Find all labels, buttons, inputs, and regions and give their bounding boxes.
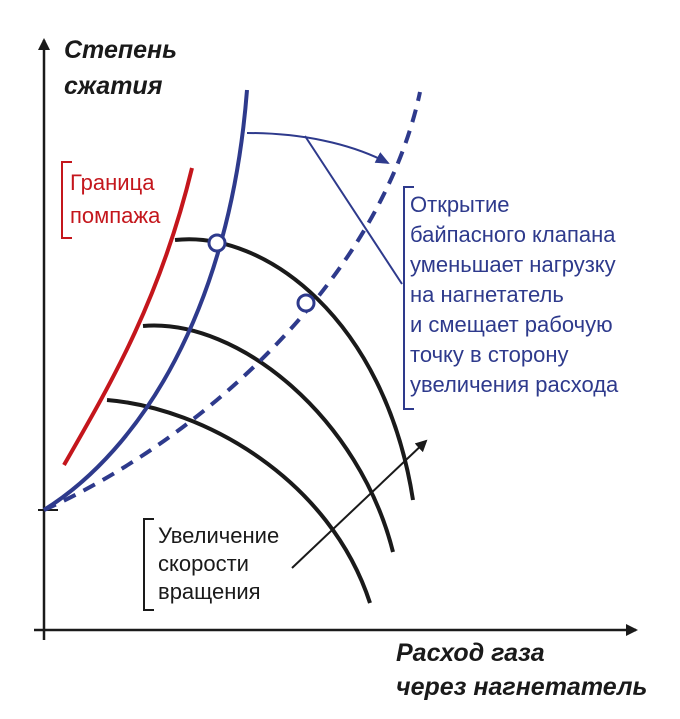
bypass-label-line-2: байпасного клапана: [410, 222, 616, 247]
y-axis-title-line-1: Степень: [64, 36, 177, 64]
bypass-label-line-1: Открытие: [410, 192, 509, 217]
bypass-label-line-3: уменьшает нагрузку: [410, 252, 616, 277]
operating-line: [42, 89, 249, 512]
surge-label-bracket: [61, 161, 72, 239]
surge-label-line-2: помпажа: [70, 203, 161, 228]
x-axis-title-line-1: Расход газа: [396, 639, 545, 667]
speed-label-bracket: [143, 518, 154, 611]
x-axis-title: Расход газа через нагнетатель: [396, 639, 647, 701]
operating-point-shifted: [296, 293, 316, 313]
operating-point-initial: [207, 233, 227, 253]
bypass-label-line-7: увеличения расхода: [410, 372, 619, 397]
shift-arrow: [246, 132, 390, 164]
y-axis-title: Степень сжатия: [64, 36, 184, 100]
speed-curve-mid: [142, 323, 395, 553]
speed-increase-arrow: [291, 439, 428, 569]
bypass-label-bracket: [403, 186, 414, 410]
bypass-label-line-5: и смещает рабочую: [410, 312, 613, 337]
speed-label-line-1: Увеличение: [158, 523, 279, 548]
bypass-label-line-6: точку в сторону: [410, 342, 569, 367]
y-axis-title-line-2: сжатия: [64, 72, 163, 100]
speed-label: Увеличение скорости вращения: [158, 523, 285, 604]
surge-label-line-1: Граница: [70, 170, 155, 195]
bypass-label: Открытие байпасного клапана уменьшает на…: [410, 192, 622, 397]
bypass-label-line-4: на нагнетатель: [410, 282, 564, 307]
speed-label-line-2: скорости: [158, 551, 249, 576]
bypass-leader-line: [304, 135, 403, 285]
x-axis-title-line-2: через нагнетатель: [396, 673, 647, 701]
speed-label-line-3: вращения: [158, 579, 261, 604]
surge-label: Граница помпажа: [70, 170, 161, 228]
surge-line: [62, 167, 194, 466]
operating-line-bypass: [43, 91, 422, 512]
